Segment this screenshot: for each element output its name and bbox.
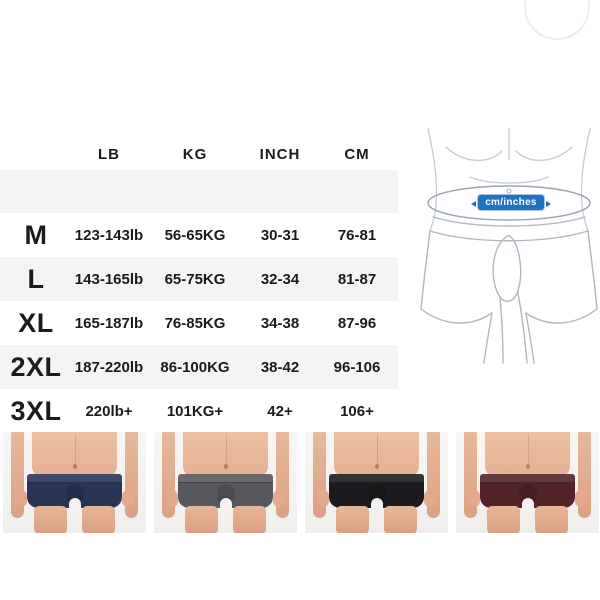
model-left-hand xyxy=(468,490,480,507)
product-photo-gray xyxy=(154,432,297,533)
kg-value: 101KG+ xyxy=(166,402,224,420)
size-table: LB KG INCH CM M 123-143lb 56-65KG 30-31 … xyxy=(0,138,398,433)
lb-value: 220lb+ xyxy=(85,402,133,420)
kg-value: 56-65KG xyxy=(164,226,226,244)
leg-split xyxy=(370,498,383,509)
cm-value: 87-96 xyxy=(337,314,377,332)
product-photo-navy xyxy=(3,432,146,533)
inch-value: 38-42 xyxy=(260,358,300,376)
navy-boxer-briefs xyxy=(27,474,122,509)
model-left-hand xyxy=(317,490,329,507)
model-torso xyxy=(334,432,419,478)
model-left-hand xyxy=(15,490,27,507)
kg-value: 76-85KG xyxy=(164,314,226,332)
model-right-hand xyxy=(122,490,134,507)
size-label: XL xyxy=(18,307,54,338)
size-table-header-row: LB KG INCH CM xyxy=(0,138,398,170)
cm-value: 81-87 xyxy=(337,270,377,288)
table-row-l: L 143-165lb 65-75KG 32-34 81-87 xyxy=(0,257,398,301)
table-row-3xl: 3XL 220lb+ 101KG+ 42+ 106+ xyxy=(0,389,398,433)
model-right-hand xyxy=(273,490,285,507)
product-photo-maroon xyxy=(456,432,599,533)
size-label: L xyxy=(27,263,45,294)
model-torso xyxy=(183,432,268,478)
lb-value: 143-165lb xyxy=(74,270,144,288)
size-label: 3XL xyxy=(10,395,62,426)
navel xyxy=(374,464,379,469)
lb-value: 123-143lb xyxy=(74,226,144,244)
cm-value: 96-106 xyxy=(333,358,381,376)
model-right-thigh xyxy=(233,506,266,533)
leg-split xyxy=(521,498,534,509)
inch-value: 42+ xyxy=(267,402,293,420)
lb-value: 187-220lb xyxy=(74,358,144,376)
gray-boxer-briefs xyxy=(178,474,273,509)
table-row-xl: XL 165-187lb 76-85KG 34-38 87-96 xyxy=(0,301,398,345)
decorative-arc xyxy=(524,0,590,40)
cm-value: 106+ xyxy=(340,402,374,420)
model-left-thigh xyxy=(336,506,369,533)
waistband xyxy=(329,474,424,483)
model-left-thigh xyxy=(185,506,218,533)
model-left-hand xyxy=(166,490,178,507)
navel xyxy=(72,464,77,469)
model-right-thigh xyxy=(82,506,115,533)
model-right-hand xyxy=(575,490,587,507)
model-torso xyxy=(485,432,570,478)
leg-split xyxy=(68,498,81,509)
kg-value: 86-100KG xyxy=(160,358,230,376)
product-photo-black xyxy=(305,432,448,533)
inch-value: 34-38 xyxy=(260,314,300,332)
table-row-m: M 123-143lb 56-65KG 30-31 76-81 xyxy=(0,213,398,257)
cm-inches-label: cm/inches xyxy=(471,195,551,210)
product-photos-row xyxy=(3,432,599,533)
header-cm: CM xyxy=(344,145,370,163)
cm-value: 76-81 xyxy=(337,226,377,244)
model-left-thigh xyxy=(34,506,67,533)
header-inch: INCH xyxy=(259,145,301,163)
size-label: 2XL xyxy=(10,351,62,382)
waistband xyxy=(480,474,575,483)
leg-split xyxy=(219,498,232,509)
maroon-boxer-briefs xyxy=(480,474,575,509)
torso-line-art xyxy=(420,128,598,364)
model-right-hand xyxy=(424,490,436,507)
waistband xyxy=(178,474,273,483)
model-right-thigh xyxy=(384,506,417,533)
header-lb: LB xyxy=(98,145,120,163)
model-torso xyxy=(32,432,117,478)
inch-value: 30-31 xyxy=(260,226,300,244)
lb-value: 165-187lb xyxy=(74,314,144,332)
model-right-thigh xyxy=(535,506,568,533)
size-label: M xyxy=(24,219,48,250)
header-kg: KG xyxy=(182,145,208,163)
black-boxer-briefs xyxy=(329,474,424,509)
empty-band xyxy=(0,170,398,213)
model-left-thigh xyxy=(487,506,520,533)
waistband xyxy=(27,474,122,483)
kg-value: 65-75KG xyxy=(164,270,226,288)
table-row-2xl: 2XL 187-220lb 86-100KG 38-42 96-106 xyxy=(0,345,398,389)
navel xyxy=(223,464,228,469)
waist-measurement-diagram: cm/inches xyxy=(418,125,600,365)
inch-value: 32-34 xyxy=(260,270,300,288)
navel xyxy=(525,464,530,469)
